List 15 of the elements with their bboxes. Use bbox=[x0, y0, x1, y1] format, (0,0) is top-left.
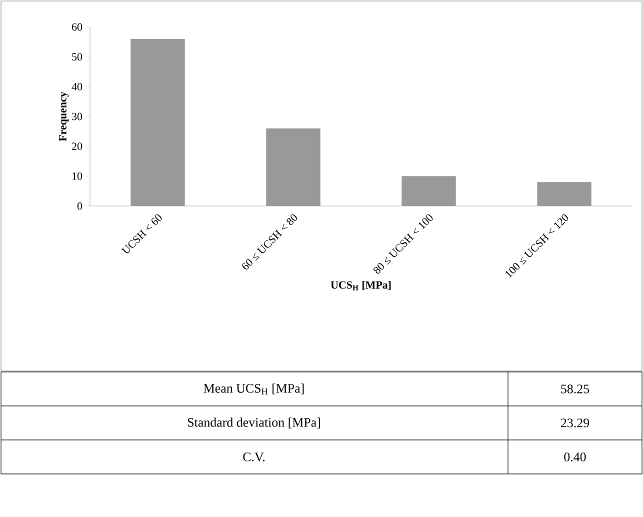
text: Standard deviation [MPa] bbox=[188, 418, 320, 428]
text: C.V. bbox=[243, 452, 265, 462]
y-axis-title: Frequency bbox=[59, 92, 69, 142]
text: Mean UCS$_{H}$ [MPa] bbox=[204, 384, 304, 394]
y-tick-label: 0 bbox=[77, 202, 82, 210]
y-tick-label: 40 bbox=[72, 82, 82, 90]
y-tick-label: 20 bbox=[72, 142, 82, 150]
y-tick-label: 30 bbox=[72, 112, 82, 120]
x-axis-title: UCS$_{H}$ [MPa] bbox=[330, 280, 391, 290]
text: 58.25 bbox=[561, 384, 590, 394]
y-tick-label: 50 bbox=[72, 53, 82, 61]
y-tick-label: 10 bbox=[72, 172, 82, 180]
text: 23.29 bbox=[560, 418, 590, 428]
text: 0.40 bbox=[564, 452, 586, 462]
y-tick-label: 60 bbox=[72, 23, 82, 31]
